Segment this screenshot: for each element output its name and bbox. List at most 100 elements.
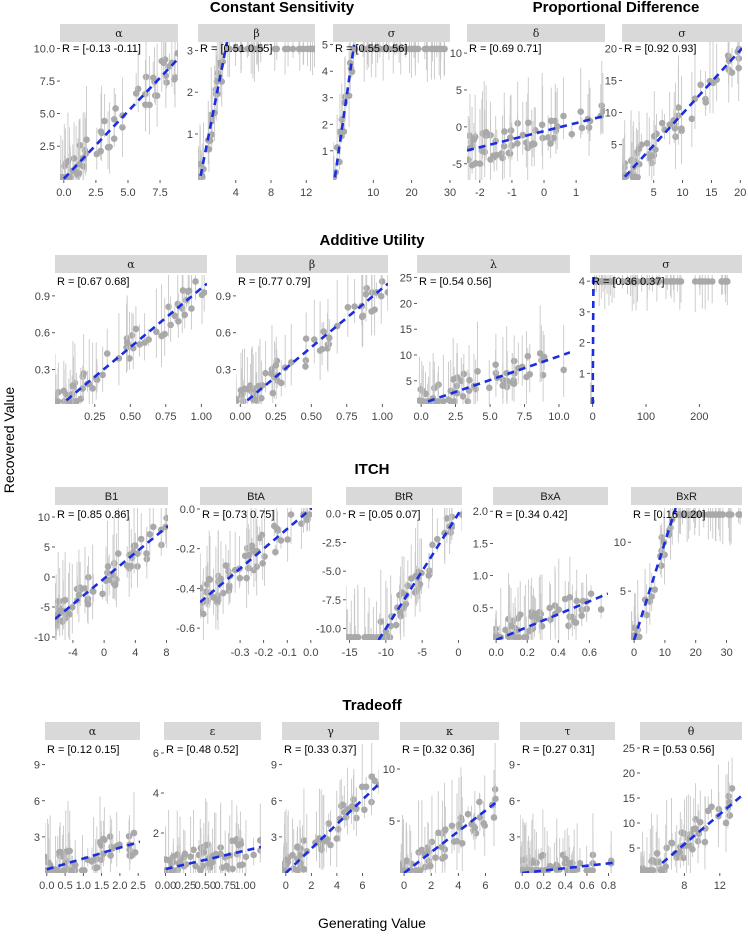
y-tick-label: -7.5 [322, 595, 341, 607]
x-tick-label: 10.0 [548, 411, 569, 423]
y-tick-label: 5.0 [40, 109, 55, 121]
data-point [460, 370, 468, 378]
scatter-layer [346, 508, 462, 640]
data-point [708, 803, 715, 811]
data-point [70, 155, 78, 162]
panel-strip [493, 487, 608, 505]
x-tick-label: 10 [659, 647, 671, 659]
data-point [440, 398, 447, 404]
data-point [448, 822, 456, 830]
data-point [658, 119, 666, 127]
data-point [424, 45, 431, 53]
x-tick-label: 1.00 [372, 411, 393, 423]
data-point [474, 368, 481, 375]
y-tick-label: 0.0 [326, 509, 341, 521]
data-point [536, 350, 544, 357]
scatter-layer [467, 61, 605, 180]
panel-strip [200, 487, 312, 505]
data-point [81, 585, 89, 592]
panel-strip-label: δ [533, 27, 540, 40]
data-point [202, 588, 210, 596]
data-point [56, 848, 64, 856]
data-point [368, 773, 376, 780]
data-point [544, 134, 552, 141]
data-point [692, 825, 699, 832]
data-point [520, 867, 525, 873]
x-tick-label: 12 [714, 880, 726, 892]
data-point [382, 628, 390, 635]
data-point [571, 618, 578, 626]
correlation-label: R = [-0.13 -0.11] [62, 43, 141, 55]
y-tick-label: 2.5 [40, 141, 55, 153]
data-point [432, 854, 439, 861]
x-tick-label: -5 [417, 647, 427, 659]
data-point [350, 45, 357, 53]
data-point [219, 589, 227, 597]
data-point [565, 622, 572, 630]
data-point [130, 829, 138, 837]
panel-strip-label: ε [210, 725, 216, 738]
data-point [45, 859, 52, 867]
y-tick-label: 0.6 [35, 328, 50, 340]
x-tick-label: 0.0 [39, 880, 54, 892]
fit-line [165, 845, 261, 871]
data-point [287, 359, 295, 366]
data-point [242, 853, 250, 861]
data-point [697, 81, 704, 89]
data-point [294, 867, 301, 873]
data-point [638, 278, 645, 285]
data-point [416, 867, 424, 873]
x-tick-label: 0.2 [520, 647, 535, 659]
data-point [441, 853, 449, 861]
data-point [231, 566, 239, 574]
y-axis-title: Recovered Value [1, 387, 17, 494]
y-tick-label: 20 [400, 298, 412, 310]
panel-strip-label: λ [490, 258, 497, 271]
x-tick-label: -1 [507, 187, 517, 199]
panel-strip [346, 487, 462, 505]
data-point [153, 92, 161, 100]
data-point [132, 90, 140, 97]
fit-line [199, 42, 229, 177]
data-point [583, 867, 590, 873]
data-point [259, 559, 266, 567]
y-tick-label: 6 [509, 796, 515, 808]
panel-strip [467, 24, 605, 42]
data-point [237, 45, 245, 53]
data-point [284, 45, 292, 53]
data-point [500, 142, 508, 150]
data-point [700, 511, 708, 518]
y-tick-label: 0.9 [35, 291, 50, 303]
correlation-label: R = [0.67 0.68] [57, 276, 129, 288]
data-point [75, 591, 83, 599]
correlation-label: R = [0.12 0.15] [47, 744, 119, 756]
data-point [73, 398, 80, 404]
data-point [60, 867, 68, 873]
data-point [379, 45, 387, 53]
data-point [539, 134, 546, 142]
data-point [141, 339, 148, 347]
data-point [459, 393, 467, 400]
data-point [470, 136, 478, 143]
data-point [277, 379, 285, 387]
data-point [418, 398, 426, 404]
data-point [109, 844, 117, 852]
correlation-label: R = [0.54 0.56] [419, 276, 491, 288]
data-point [111, 581, 119, 589]
data-point [524, 352, 532, 360]
data-point [725, 792, 732, 800]
data-point [272, 362, 280, 369]
data-point [657, 562, 665, 570]
data-point [664, 278, 671, 285]
data-point [302, 363, 309, 370]
y-tick-label: 0.3 [216, 365, 231, 377]
data-point [289, 45, 297, 53]
data-point [64, 848, 72, 855]
data-point [84, 600, 92, 608]
data-point [104, 563, 112, 570]
x-tick-label: 0 [283, 880, 289, 892]
data-point [668, 839, 676, 847]
data-point [142, 73, 150, 81]
panel-11: BtA R = [0.73 0.75] -0.6 -0.4 -0.2 0.0 -0.3 -0.… [176, 487, 318, 659]
data-point [71, 861, 79, 869]
